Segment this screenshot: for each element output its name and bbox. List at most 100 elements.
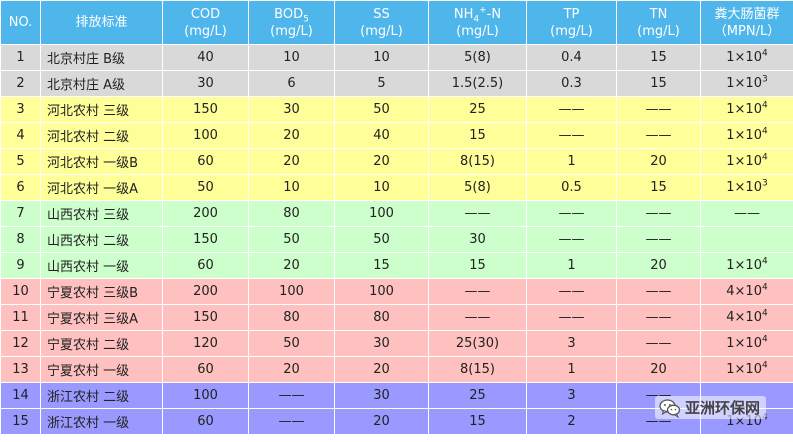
cell-no: 1 xyxy=(0,44,41,71)
cell-nh4: 25(30) xyxy=(428,330,527,357)
cell-name: 宁夏农村 一级 xyxy=(40,356,163,383)
cell-fc: —— xyxy=(700,200,793,227)
cell-ss: 50 xyxy=(334,226,429,253)
col-fc-header: 粪大肠菌群 （MPN/L） xyxy=(700,0,793,45)
cell-nh4: 25 xyxy=(428,382,527,409)
cell-bod: 80 xyxy=(248,200,335,227)
cell-bod: —— xyxy=(248,382,335,409)
cell-cod: 200 xyxy=(162,278,249,305)
cell-tn: —— xyxy=(616,278,701,305)
cell-ss: 30 xyxy=(334,330,429,357)
cell-nh4: 1.5(2.5) xyxy=(428,70,527,97)
col-tn-header: TN (mg/L) xyxy=(616,0,701,45)
cell-fc: 1×104 xyxy=(700,252,793,279)
cell-ss: 40 xyxy=(334,122,429,149)
cell-cod: 60 xyxy=(162,148,249,175)
cell-tn: —— xyxy=(616,96,701,123)
cell-cod: 60 xyxy=(162,408,249,435)
cell-ss: 100 xyxy=(334,278,429,305)
cell-name: 山西农村 二级 xyxy=(40,226,163,253)
cell-cod: 150 xyxy=(162,96,249,123)
cell-tp: 0.4 xyxy=(526,44,617,71)
cell-no: 11 xyxy=(0,304,41,331)
cell-name: 河北农村 一级A xyxy=(40,174,163,201)
cell-name: 河北农村 三级 xyxy=(40,96,163,123)
cell-tn: —— xyxy=(616,200,701,227)
cell-cod: 60 xyxy=(162,356,249,383)
cell-name: 山西农村 一级 xyxy=(40,252,163,279)
cell-fc: 1×103 xyxy=(700,174,793,201)
cell-no: 14 xyxy=(0,382,41,409)
cell-name: 宁夏农村 二级 xyxy=(40,330,163,357)
cell-no: 9 xyxy=(0,252,41,279)
cell-cod: 150 xyxy=(162,304,249,331)
cell-tp: 1 xyxy=(526,148,617,175)
cell-nh4: —— xyxy=(428,278,527,305)
table-row: 1 北京村庄 B级 40 10 10 5(8) 0.4 15 1×104 xyxy=(0,44,793,71)
cell-fc: 1×103 xyxy=(700,70,793,97)
cell-tn: —— xyxy=(616,304,701,331)
cell-bod: 50 xyxy=(248,330,335,357)
cell-bod: 20 xyxy=(248,356,335,383)
cell-tp: 3 xyxy=(526,382,617,409)
cell-bod: 50 xyxy=(248,226,335,253)
cell-cod: 40 xyxy=(162,44,249,71)
table-body: 1 北京村庄 B级 40 10 10 5(8) 0.4 15 1×104 2 北京村庄 A级 30 6 5… xyxy=(0,44,793,435)
cell-ss: 10 xyxy=(334,44,429,71)
cell-fc: 4×104 xyxy=(700,278,793,305)
cell-fc: 1×104 xyxy=(700,356,793,383)
table-row: 13 宁夏农村 一级 60 20 20 8(15) 1 20 1×104 xyxy=(0,356,793,383)
cell-nh4: —— xyxy=(428,304,527,331)
cell-no: 4 xyxy=(0,122,41,149)
cell-ss: 5 xyxy=(334,70,429,97)
cell-bod: 100 xyxy=(248,278,335,305)
cell-tn: —— xyxy=(616,226,701,253)
cell-nh4: 15 xyxy=(428,252,527,279)
col-bod-header: BOD5 (mg/L) xyxy=(248,0,335,45)
cell-cod: 200 xyxy=(162,200,249,227)
table-row: 3 河北农村 三级 150 30 50 25 —— —— 1×104 xyxy=(0,96,793,123)
cell-tp: 1 xyxy=(526,252,617,279)
cell-nh4: 8(15) xyxy=(428,148,527,175)
cell-tn: 20 xyxy=(616,148,701,175)
cell-bod: 20 xyxy=(248,252,335,279)
cell-tn: 20 xyxy=(616,252,701,279)
cell-fc: 1×104 xyxy=(700,44,793,71)
cell-tn: 15 xyxy=(616,70,701,97)
cell-tp: 1 xyxy=(526,356,617,383)
watermark: 亚洲环保网 xyxy=(655,396,767,419)
cell-no: 8 xyxy=(0,226,41,253)
cell-nh4: 5(8) xyxy=(428,174,527,201)
table-row: 4 河北农村 二级 100 20 40 15 —— —— 1×104 xyxy=(0,122,793,149)
cell-nh4: 30 xyxy=(428,226,527,253)
cell-nh4: 15 xyxy=(428,408,527,435)
cell-tp: —— xyxy=(526,96,617,123)
col-tp-header: TP (mg/L) xyxy=(526,0,617,45)
cell-bod: 6 xyxy=(248,70,335,97)
cell-cod: 120 xyxy=(162,330,249,357)
cell-name: 河北农村 一级B xyxy=(40,148,163,175)
cell-tn: 15 xyxy=(616,174,701,201)
cell-name: 宁夏农村 三级B xyxy=(40,278,163,305)
cell-ss: 100 xyxy=(334,200,429,227)
col-name-header: 排放标准 xyxy=(40,0,163,45)
cell-tp: —— xyxy=(526,122,617,149)
cell-no: 10 xyxy=(0,278,41,305)
table-row: 9 山西农村 一级 60 20 15 15 1 20 1×104 xyxy=(0,252,793,279)
cell-no: 12 xyxy=(0,330,41,357)
table-row: 8 山西农村 二级 150 50 50 30 —— —— xyxy=(0,226,793,253)
cell-fc xyxy=(700,226,793,253)
cell-cod: 100 xyxy=(162,382,249,409)
cell-ss: 20 xyxy=(334,408,429,435)
cell-bod: —— xyxy=(248,408,335,435)
cell-no: 2 xyxy=(0,70,41,97)
wechat-icon xyxy=(659,398,681,418)
cell-name: 浙江农村 一级 xyxy=(40,408,163,435)
cell-bod: 10 xyxy=(248,44,335,71)
cell-name: 浙江农村 二级 xyxy=(40,382,163,409)
cell-bod: 30 xyxy=(248,96,335,123)
cell-tp: —— xyxy=(526,304,617,331)
cell-fc: 1×104 xyxy=(700,148,793,175)
cell-fc: 1×104 xyxy=(700,122,793,149)
